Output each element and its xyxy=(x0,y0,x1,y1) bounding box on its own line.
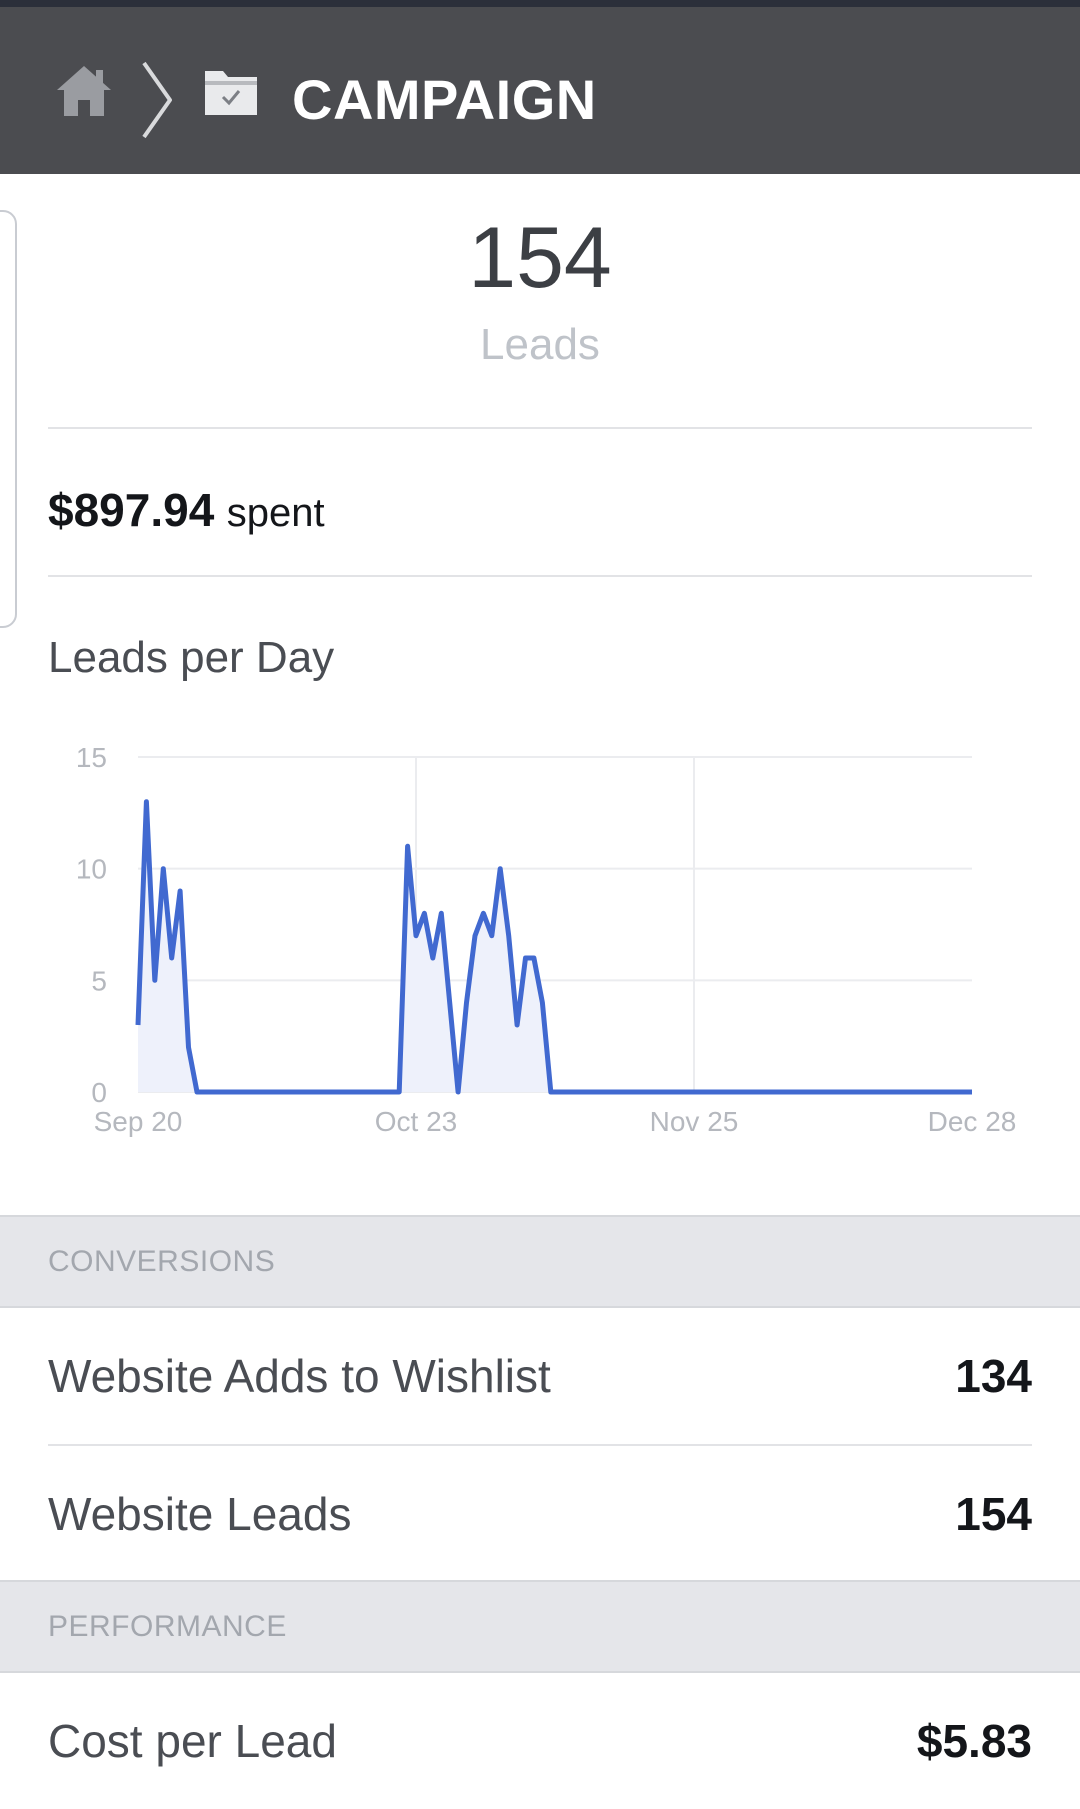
metric-label: Website Leads xyxy=(48,1488,352,1540)
list-item[interactable]: Website Leads 154 xyxy=(0,1446,1080,1582)
top-bar: CAMPAIGN xyxy=(0,0,1080,174)
home-icon[interactable] xyxy=(55,64,113,118)
divider xyxy=(48,1444,1032,1446)
spent-label: spent xyxy=(226,491,325,535)
metric-label: Cost per Lead xyxy=(48,1715,337,1767)
y-tick-label: 0 xyxy=(91,1077,107,1108)
leads-label: Leads xyxy=(480,320,600,369)
leads-count: 154 xyxy=(468,210,612,306)
series-area xyxy=(138,801,972,1092)
y-tick-label: 10 xyxy=(76,854,107,885)
x-tick-label: Oct 23 xyxy=(375,1106,457,1137)
performance-header: PERFORMANCE xyxy=(0,1580,1080,1673)
spent-amount: $897.94 xyxy=(48,484,215,536)
chevron-right-icon xyxy=(142,61,172,139)
spent-summary: $897.94 spent xyxy=(48,480,325,552)
series-line xyxy=(135,799,972,1095)
list-item[interactable]: Website Adds to Wishlist 134 xyxy=(0,1308,1080,1444)
list-item[interactable]: Cost per Lead $5.83 xyxy=(0,1673,1080,1809)
leads-per-day-chart: 0 5 10 15 Sep 20 Oct 23 Nov 25 Dec 28 xyxy=(76,742,1017,1137)
divider xyxy=(48,427,1032,429)
folder-check-icon[interactable] xyxy=(203,67,259,117)
page-title: CAMPAIGN xyxy=(292,68,597,131)
x-tick-label: Dec 28 xyxy=(928,1106,1017,1137)
chart-heading: Leads per Day xyxy=(48,633,335,682)
metric-value: $5.83 xyxy=(916,1715,1032,1767)
conversions-header-label: CONVERSIONS xyxy=(48,1245,276,1278)
metric-label: Website Adds to Wishlist xyxy=(48,1350,551,1402)
x-tick-label: Sep 20 xyxy=(94,1106,183,1137)
metric-value: 134 xyxy=(955,1350,1032,1402)
performance-header-label: PERFORMANCE xyxy=(48,1610,287,1643)
y-tick-label: 15 xyxy=(76,742,107,773)
divider xyxy=(48,575,1032,577)
x-tick-label: Nov 25 xyxy=(650,1106,739,1137)
y-tick-label: 5 xyxy=(91,965,107,996)
conversions-header: CONVERSIONS xyxy=(0,1215,1080,1308)
metric-value: 154 xyxy=(955,1488,1032,1540)
